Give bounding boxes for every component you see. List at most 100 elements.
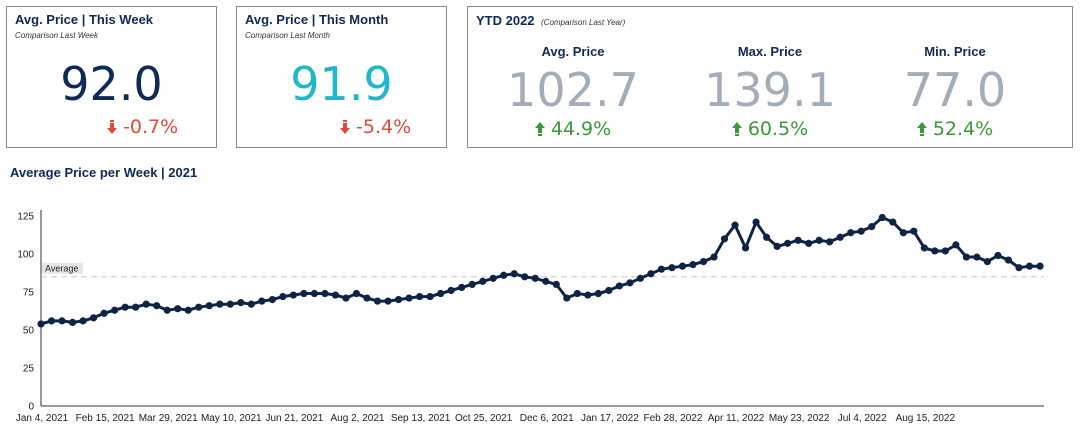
metric-delta: 60.5% (680, 119, 860, 139)
metric-value: 77.0 (903, 63, 1007, 117)
data-point (573, 289, 581, 298)
x-tick-label: Aug 15, 2022 (896, 413, 956, 424)
data-point (184, 306, 192, 314)
kpi-delta-text: -5.4% (356, 116, 412, 138)
data-point (163, 306, 171, 314)
data-point (920, 244, 928, 252)
data-point (773, 242, 781, 250)
data-point (89, 314, 98, 322)
data-point (962, 253, 970, 261)
data-point (826, 238, 834, 246)
x-tick-label: Apr 11, 2022 (708, 413, 765, 424)
data-point (931, 247, 939, 255)
metric-label: Min. Price (924, 44, 986, 59)
data-point (500, 271, 508, 279)
data-point (952, 241, 960, 249)
data-point (426, 292, 434, 301)
data-point (79, 317, 87, 325)
data-point (237, 299, 245, 307)
kpi-card-this-month: Avg. Price | This Month Comparison Last … (236, 6, 447, 148)
card-note: (Comparison Last Year) (541, 18, 626, 27)
data-point (857, 227, 865, 235)
y-tick-label: 75 (23, 288, 35, 299)
x-tick-label: Jul 4, 2022 (838, 413, 887, 424)
data-point (415, 292, 424, 301)
data-point (437, 289, 445, 298)
data-point (142, 300, 150, 308)
data-point (447, 286, 455, 295)
data-point (647, 270, 655, 278)
data-point (321, 289, 329, 298)
ytd-header: YTD 2022 (Comparison Last Year) (476, 12, 625, 30)
ytd-metric-max-price: Max. Price 139.1 60.5% (680, 7, 860, 147)
arrow-up-icon (534, 122, 545, 136)
data-point (784, 239, 792, 247)
data-point (552, 280, 560, 288)
metric-delta-text: 60.5% (747, 118, 809, 140)
data-point (510, 270, 518, 278)
y-tick-label: 125 (17, 212, 34, 223)
data-point (384, 297, 392, 305)
metric-delta-text: 52.4% (932, 118, 994, 140)
arrow-up-icon (916, 122, 927, 136)
data-point (174, 305, 182, 313)
series (37, 213, 1044, 328)
data-point (868, 223, 876, 231)
data-point (489, 274, 497, 282)
data-point (815, 236, 823, 244)
data-point (657, 265, 666, 273)
data-point (121, 303, 129, 311)
kpi-delta: -0.7% (107, 117, 178, 137)
data-point (594, 289, 602, 298)
x-tick-label: May 10, 2021 (201, 413, 262, 424)
data-point (752, 218, 760, 226)
kpi-card-this-week: Avg. Price | This Week Comparison Last W… (6, 6, 217, 148)
metric-delta: 52.4% (865, 119, 1045, 139)
data-point (741, 244, 750, 252)
data-point (100, 309, 108, 317)
metric-delta: 44.9% (483, 119, 663, 139)
data-point (132, 303, 140, 311)
data-point (899, 229, 907, 237)
data-point (542, 277, 550, 285)
data-point (636, 274, 645, 282)
data-point (205, 302, 213, 310)
x-tick-label: Mar 29, 2021 (139, 413, 198, 424)
x-tick-label: Jan 4, 2021 (16, 413, 69, 424)
data-point (58, 317, 66, 325)
chart-title: Average Price per Week | 2021 (10, 165, 198, 180)
data-point (47, 317, 56, 325)
data-point (310, 289, 319, 298)
data-point (363, 294, 371, 302)
data-point (762, 233, 771, 241)
data-point (342, 294, 350, 302)
y-tick-label: 100 (17, 250, 34, 261)
data-point (352, 289, 361, 298)
data-point (563, 294, 571, 302)
arrow-up-icon (731, 122, 742, 136)
data-point (394, 296, 403, 304)
metric-value: 102.7 (507, 63, 639, 117)
metric-value: 139.1 (704, 63, 836, 117)
data-point (720, 235, 729, 243)
arrow-down-icon (340, 120, 350, 134)
data-point (1025, 262, 1034, 270)
data-point (37, 320, 45, 328)
kpi-value: 91.9 (290, 57, 393, 111)
metric-label: Max. Price (737, 44, 803, 59)
ytd-metric-min-price: Min. Price 77.0 52.4% (865, 7, 1045, 147)
kpi-delta: -5.4% (340, 117, 411, 137)
data-point (973, 253, 981, 261)
data-point (279, 292, 287, 301)
y-axis: 0 25 50 75 100 125 (17, 210, 42, 413)
data-point (226, 300, 234, 308)
data-point (847, 229, 855, 237)
x-tick-label: Dec 6, 2021 (520, 413, 574, 424)
x-tick-label: Jan 17, 2022 (581, 413, 639, 424)
kpi-card-ytd: YTD 2022 (Comparison Last Year) Avg. Pri… (467, 6, 1073, 148)
ytd-metric-avg-price: Avg. Price 102.7 44.9% (483, 7, 663, 147)
data-point (794, 236, 802, 244)
data-point (836, 233, 844, 241)
data-point (710, 253, 718, 261)
data-point (1015, 264, 1023, 272)
